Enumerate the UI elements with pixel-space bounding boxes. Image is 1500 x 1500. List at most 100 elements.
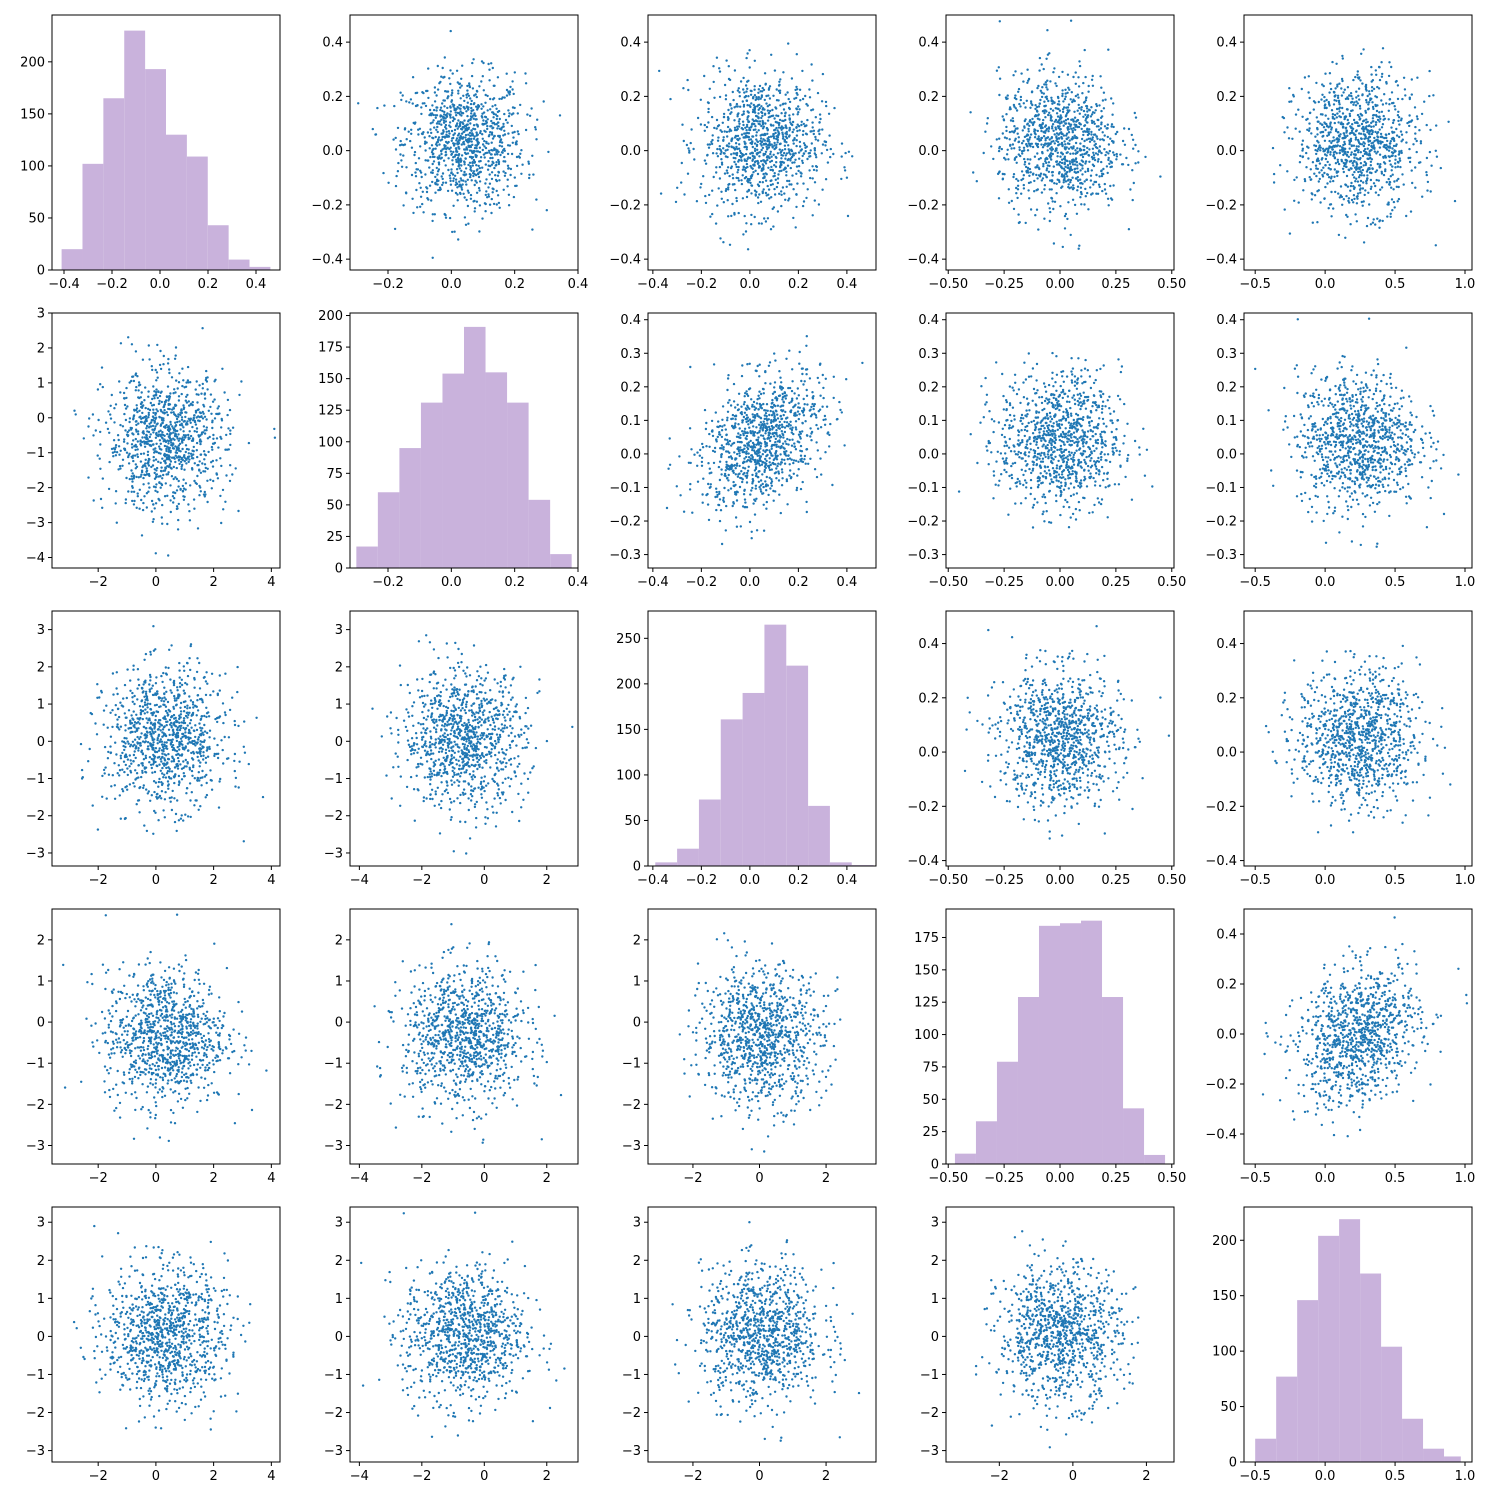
scatter-point — [1367, 101, 1371, 104]
scatter-point — [1390, 169, 1393, 172]
scatter-point — [1112, 151, 1115, 154]
scatter-point — [401, 94, 404, 97]
scatter-point — [1134, 162, 1137, 165]
scatter-point — [1374, 69, 1378, 72]
scatter-point — [1011, 143, 1015, 146]
scatter-point — [132, 418, 135, 421]
scatter-point — [87, 476, 90, 479]
scatter-point — [437, 163, 441, 166]
scatter-point — [1414, 125, 1417, 129]
scatter-point — [1322, 126, 1326, 129]
scatter-point — [1315, 116, 1319, 119]
scatter-point — [739, 105, 742, 108]
scatter-point — [488, 203, 492, 206]
scatter-point — [1029, 145, 1032, 148]
scatter-point — [1080, 127, 1083, 131]
scatter-point — [187, 460, 190, 464]
scatter-point — [740, 179, 743, 182]
scatter-point — [779, 104, 782, 107]
scatter-point — [1083, 203, 1086, 206]
scatter-point — [203, 470, 207, 473]
scatter-point — [199, 411, 202, 415]
scatter-point — [1064, 92, 1067, 95]
scatter-point — [160, 516, 163, 519]
scatter-point — [448, 113, 451, 116]
scatter-point — [509, 85, 512, 89]
scatter-point — [467, 145, 471, 149]
scatter-point — [443, 212, 446, 216]
scatter-point — [1295, 176, 1298, 179]
scatter-point — [720, 130, 724, 133]
scatter-point — [468, 131, 472, 135]
scatter-point — [470, 99, 473, 103]
scatter-point — [1064, 88, 1067, 92]
scatter-point — [459, 110, 462, 113]
scatter-point — [515, 164, 519, 168]
scatter-point — [782, 135, 785, 138]
scatter-point — [228, 408, 232, 412]
scatter-point — [170, 411, 173, 414]
scatter-point — [1327, 207, 1330, 210]
scatter-point — [512, 195, 516, 199]
scatter-point — [209, 393, 213, 396]
scatter-point — [1092, 151, 1095, 154]
scatter-point — [455, 137, 459, 140]
scatter-point — [444, 90, 447, 93]
scatter-point — [1037, 158, 1041, 161]
scatter-point — [1017, 221, 1021, 225]
scatter-point — [449, 105, 452, 108]
scatter-point — [750, 142, 753, 146]
scatter-point — [101, 385, 105, 389]
scatter-point — [1321, 173, 1324, 177]
scatter-point — [490, 131, 493, 135]
scatter-point — [467, 133, 470, 136]
scatter-point — [1046, 79, 1049, 82]
scatter-point — [740, 127, 743, 130]
scatter-point — [467, 94, 471, 98]
scatter-point — [1338, 151, 1341, 155]
scatter-point — [1029, 171, 1032, 174]
scatter-point — [1395, 79, 1398, 83]
scatter-point — [771, 135, 775, 138]
scatter-point — [1380, 186, 1384, 189]
scatter-point — [769, 152, 772, 156]
scatter-point — [1087, 208, 1090, 211]
scatter-point — [142, 483, 145, 486]
scatter-point — [419, 169, 422, 172]
scatter-point — [1028, 136, 1032, 139]
scatter-point — [447, 157, 450, 160]
scatter-point — [1062, 167, 1066, 170]
scatter-point — [695, 200, 699, 203]
scatter-point — [754, 119, 758, 123]
scatter-point — [762, 172, 765, 176]
scatter-point — [742, 123, 745, 127]
scatter-point — [1065, 170, 1069, 174]
scatter-point — [1066, 109, 1069, 112]
scatter-point — [159, 367, 163, 371]
scatter-point — [800, 172, 803, 175]
scatter-point — [211, 419, 214, 422]
scatter-point — [1428, 94, 1431, 98]
scatter-point — [104, 421, 108, 424]
scatter-point — [187, 452, 190, 455]
scatter-point — [789, 121, 792, 124]
scatter-point — [534, 126, 537, 129]
scatter-point — [1418, 129, 1421, 132]
scatter-point — [996, 172, 1000, 176]
scatter-point — [1272, 181, 1276, 184]
scatter-point — [484, 152, 487, 155]
scatter-point — [1317, 180, 1321, 183]
scatter-point — [703, 129, 706, 132]
scatter-point — [449, 146, 452, 149]
scatter-point — [188, 519, 192, 522]
scatter-point — [1324, 72, 1327, 75]
scatter-point — [768, 97, 772, 100]
scatter-point — [138, 507, 141, 510]
scatter-point — [442, 159, 446, 162]
scatter-point — [1329, 150, 1332, 154]
scatter-point — [1311, 221, 1315, 224]
scatter-point — [747, 135, 750, 139]
scatter-point — [717, 187, 720, 190]
scatter-point — [720, 161, 724, 164]
scatter-point — [702, 175, 705, 178]
